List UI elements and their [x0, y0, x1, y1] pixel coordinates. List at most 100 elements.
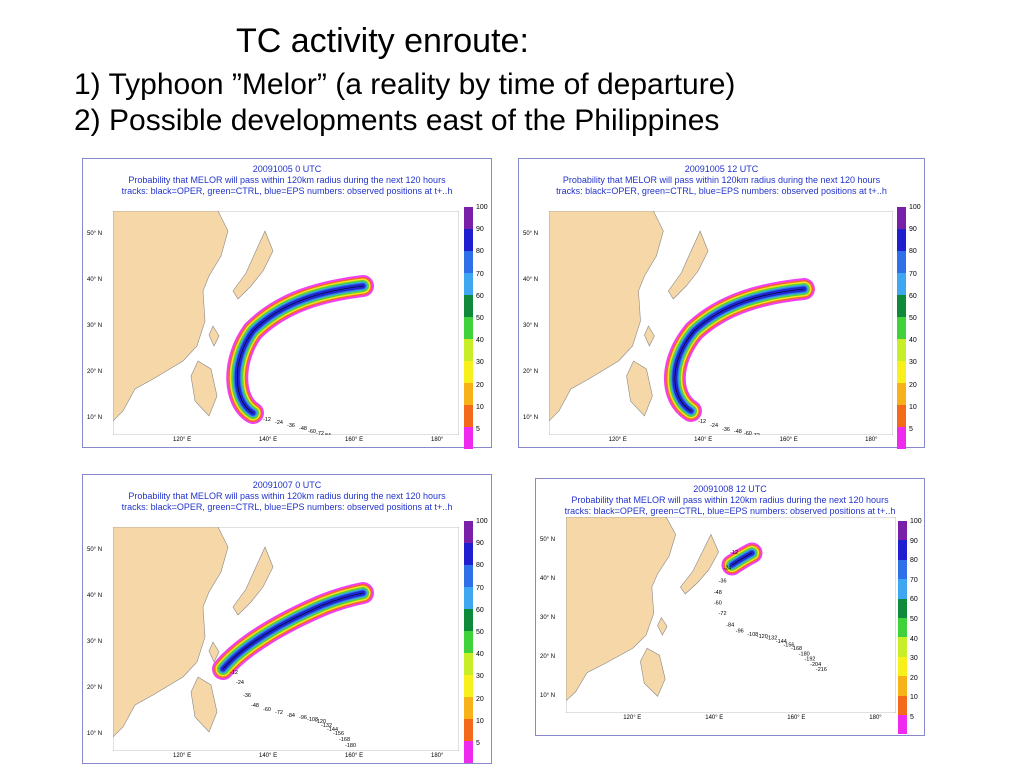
observed-position-label: -24	[710, 423, 718, 429]
observed-position-label: -156	[333, 731, 344, 737]
philippines-land	[190, 360, 218, 417]
panel-header: 20091005 12 UTC Probability that MELOR wi…	[519, 164, 924, 197]
colorbar-swatch	[464, 608, 473, 631]
observed-position-label: -60	[714, 601, 722, 607]
observed-position-label: -192	[804, 657, 815, 663]
colorbar-level-label: 20	[910, 674, 918, 682]
colorbar-swatch	[464, 338, 473, 361]
colorbar-level-label: 50	[476, 629, 484, 636]
colorbar-level-label: 5	[476, 740, 480, 747]
latitude-label: 50° N	[87, 547, 103, 553]
observed-position-label: -72	[275, 710, 283, 716]
colorbar-swatch	[897, 272, 906, 295]
colorbar-level-label: 80	[909, 248, 917, 256]
colorbar-swatch	[897, 228, 906, 251]
observed-position-label: -132	[321, 723, 332, 729]
observed-position-label: -156	[783, 643, 794, 649]
colorbar-level-label: 40	[476, 651, 484, 659]
observed-position-label: -24	[275, 420, 283, 426]
latitude-label: 10° N	[87, 731, 103, 737]
panel-track-legend: tracks: black=OPER, green=CTRL, blue=EPS…	[121, 186, 453, 196]
colorbar-swatch	[464, 630, 473, 653]
colorbar-level-label: 90	[910, 537, 918, 545]
colorbar-level-label: 30	[476, 359, 484, 367]
colorbar-level-label: 70	[476, 584, 484, 592]
colorbar-swatch	[898, 676, 907, 696]
observed-position-label: -72	[719, 611, 727, 617]
colorbar-level-label: 30	[909, 359, 917, 367]
colorbar-swatch	[897, 316, 906, 339]
latitude-label: 40° N	[87, 593, 103, 599]
colorbar-swatch	[464, 207, 473, 229]
colorbar-swatch	[464, 316, 473, 339]
japan-land	[680, 533, 719, 595]
colorbar-level-label: 40	[476, 337, 484, 345]
longitude-label: 120° E	[608, 437, 627, 443]
observed-position-label: -144	[776, 639, 787, 645]
colorbar-swatch	[897, 404, 906, 427]
longitude-label: 160° E	[779, 437, 798, 443]
observed-position-label: -120	[315, 719, 326, 725]
forecast-map: -12-24-36-48-60-72-84-96-108-120-132-144…	[113, 527, 459, 751]
panel-track-legend: tracks: black=OPER, green=CTRL, blue=EPS…	[121, 502, 453, 512]
colorbar-swatch	[464, 250, 473, 273]
colorbar-swatch	[464, 272, 473, 295]
colorbar-swatch	[464, 360, 473, 383]
colorbar-level-label: 40	[909, 337, 917, 345]
latitude-label: 30° N	[87, 323, 103, 329]
colorbar-level-label: 50	[909, 315, 917, 322]
colorbar-level-label: 20	[909, 381, 917, 389]
colorbar-level-label: 80	[476, 248, 484, 256]
asia-mainland-land	[113, 527, 229, 738]
title-line-3: 2) Possible developments east of the Phi…	[74, 104, 720, 137]
colorbar-level-label: 40	[910, 635, 918, 643]
taiwan-land	[208, 325, 220, 347]
taiwan-land	[208, 641, 220, 663]
colorbar-level-label: 60	[476, 606, 484, 614]
forecast-map: -12-24-36-48-60-72-84-96-108-120-132-144…	[566, 517, 896, 713]
latitude-label: 50° N	[87, 231, 103, 237]
colorbar-swatch	[464, 696, 473, 719]
panel-subtitle: Probability that MELOR will pass within …	[128, 175, 446, 185]
longitude-label: 180°	[869, 715, 882, 721]
colorbar-swatch	[897, 338, 906, 361]
colorbar-swatch	[898, 540, 907, 560]
panel-header: 20091005 0 UTC Probability that MELOR wil…	[83, 164, 491, 197]
colorbar-swatch	[464, 564, 473, 587]
colorbar-swatch	[897, 382, 906, 405]
japan-land	[232, 230, 274, 300]
longitude-label: 180°	[865, 437, 878, 443]
title-line-1: TC activity enroute:	[236, 22, 529, 60]
colorbar-level-label: 50	[910, 616, 918, 623]
observed-position-label: -24	[723, 566, 731, 572]
colorbar-swatch	[898, 714, 907, 735]
panel-date: 20091005 0 UTC	[252, 164, 322, 174]
colorbar-swatch	[464, 404, 473, 427]
colorbar-swatch	[897, 207, 906, 229]
japan-land	[232, 546, 274, 616]
colorbar-level-label: 10	[910, 694, 918, 702]
taiwan-land	[644, 325, 655, 347]
colorbar-swatch	[898, 559, 907, 580]
colorbar-swatch	[898, 598, 907, 618]
colorbar-level-label: 60	[909, 292, 917, 300]
latitude-label: 50° N	[523, 231, 539, 237]
latitude-label: 30° N	[87, 639, 103, 645]
forecast-panel: 20091005 12 UTC Probability that MELOR wi…	[518, 158, 925, 449]
observed-position-label: -96	[736, 629, 744, 635]
longitude-label: 180°	[431, 753, 444, 759]
longitude-label: 140° E	[705, 715, 724, 721]
latitude-label: 40° N	[523, 277, 539, 283]
colorbar-level-label: 50	[476, 315, 484, 322]
observed-position-label: -12	[263, 417, 271, 423]
colorbar-level-label: 90	[476, 540, 484, 548]
latitude-label: 20° N	[523, 369, 539, 375]
latitude-label: 30° N	[523, 323, 539, 329]
asia-mainland-land	[113, 211, 229, 422]
colorbar-level-label: 5	[910, 714, 914, 721]
forecast-map: -12-24-36-48-60-72-84-96-108-120-132-144	[549, 211, 893, 435]
panel-subtitle: Probability that MELOR will pass within …	[562, 175, 881, 185]
longitude-label: 140° E	[259, 753, 278, 759]
longitude-label: 120° E	[173, 437, 192, 443]
panel-track-legend: tracks: black=OPER, green=CTRL, blue=EPS…	[556, 186, 887, 196]
